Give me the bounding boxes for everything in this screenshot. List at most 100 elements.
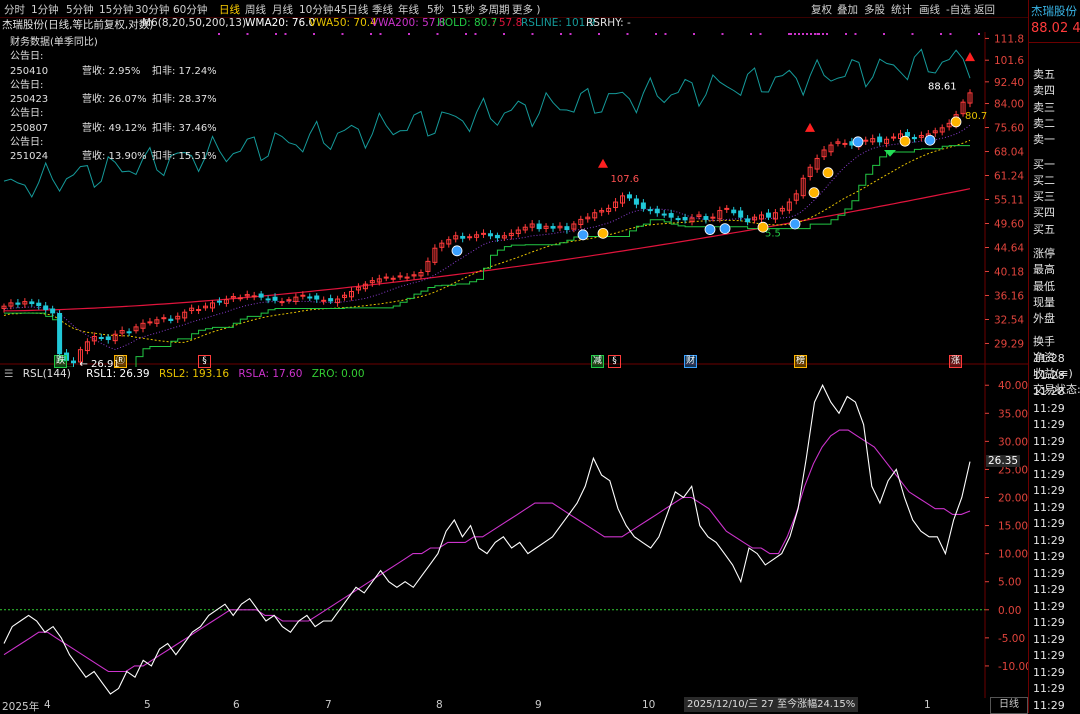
candle-body <box>300 294 306 297</box>
candle-body <box>230 295 236 299</box>
revenue-growth: 营收: 49.12% <box>82 122 147 134</box>
event-marker[interactable]: 财 <box>684 355 697 368</box>
signal-circle-icon <box>597 227 609 239</box>
candle-body <box>161 317 167 320</box>
period-3[interactable]: 15分钟 <box>99 4 134 16</box>
stock-name[interactable]: 杰瑞股份 <box>1031 4 1077 18</box>
candle-body <box>390 277 396 280</box>
period-0[interactable]: 分时 <box>4 4 25 16</box>
trade-time: 11:29 <box>1033 566 1065 580</box>
x-tick-label: 1 <box>924 699 931 711</box>
candle-body <box>460 235 466 239</box>
signal-circle-icon <box>577 229 589 241</box>
event-marker[interactable]: Ⓡ <box>114 355 127 368</box>
period-button[interactable]: 日线 <box>990 697 1028 714</box>
period-14[interactable]: 15秒 <box>451 4 475 16</box>
candle-body <box>418 271 424 277</box>
signal-dot <box>940 33 942 35</box>
event-marker[interactable]: § <box>608 355 621 368</box>
trade-time: 11:29 <box>1033 632 1065 646</box>
candle-body <box>223 299 229 304</box>
period-15[interactable]: 多周期 <box>478 4 510 16</box>
candle-body <box>807 166 813 177</box>
period-6[interactable]: 日线 <box>219 4 240 16</box>
period-10[interactable]: 45日线 <box>334 4 369 16</box>
sell-signal-icon <box>805 122 815 132</box>
signal-dot <box>664 33 667 35</box>
signal-dot <box>246 33 249 35</box>
event-marker[interactable]: § <box>198 355 211 368</box>
period-9[interactable]: 10分钟 <box>299 4 334 16</box>
signal-dot <box>531 33 534 35</box>
signal-circle-icon <box>822 167 834 179</box>
toolbar-button-5[interactable]: -自选 <box>946 4 971 16</box>
announce-date: 公告日: 250807 <box>10 108 49 134</box>
rsrhy-value: RSRHY: - <box>586 17 631 29</box>
period-11[interactable]: 季线 <box>372 4 393 16</box>
candle-body <box>939 127 945 133</box>
rsl-y-tick-label: 15.00 <box>998 521 1028 533</box>
quote-label: 现量 <box>1033 295 1055 309</box>
rsl-y-tick-label: -10.00 <box>998 661 1028 673</box>
period-2[interactable]: 5分钟 <box>66 4 94 16</box>
x-tick-label: 6 <box>233 699 240 711</box>
vwa50-value: VWA50: 70.4 <box>309 17 377 29</box>
period-4[interactable]: 30分钟 <box>135 4 170 16</box>
candle-body <box>126 331 132 334</box>
toolbar-button-3[interactable]: 统计 <box>891 4 912 16</box>
trade-time: 11:29 <box>1033 698 1065 712</box>
candle-body <box>91 335 97 342</box>
signal-dot <box>818 33 820 35</box>
event-marker[interactable]: 榜 <box>794 355 807 368</box>
candle-body <box>904 132 910 137</box>
signal-dot <box>822 33 824 35</box>
signal-dot <box>750 33 752 35</box>
candle-body <box>557 225 563 229</box>
candle-body <box>738 210 744 218</box>
candle-body <box>918 134 924 138</box>
candle-body <box>112 333 118 342</box>
candle-body <box>870 138 876 143</box>
signal-dot <box>798 33 800 35</box>
trade-time: 11:29 <box>1033 616 1065 629</box>
toolbar-button-4[interactable]: 画线 <box>919 4 940 16</box>
signal-dot <box>218 33 220 35</box>
period-12[interactable]: 年线 <box>398 4 419 16</box>
candle-body <box>786 201 792 211</box>
event-marker[interactable]: 涨 <box>949 355 962 368</box>
toolbar-button-0[interactable]: 复权 <box>811 4 832 16</box>
period-16[interactable]: 更多 ) <box>512 4 541 16</box>
candle-body <box>328 298 334 302</box>
vwa200-series <box>4 188 971 312</box>
event-marker[interactable]: 减 <box>591 355 604 368</box>
hold-value: HOLD: 80.7 <box>437 17 498 29</box>
toolbar-button-1[interactable]: 叠加 <box>837 4 858 16</box>
price-chart[interactable]: 111.8 101.6 92.40 84.00 75.60 68.04 61.24 55.11… <box>0 32 1028 367</box>
range-gain-label: 2025/12/10/三 27 至今涨幅24.15% <box>684 697 859 712</box>
period-1[interactable]: 1分钟 <box>31 4 59 16</box>
candle-body <box>147 321 153 324</box>
signal-dot <box>794 33 796 35</box>
candle-body <box>119 330 125 334</box>
toolbar-button-6[interactable]: 返回 <box>974 4 995 16</box>
rsl-y-tick-label: 20.00 <box>998 493 1028 505</box>
candle-body <box>77 349 83 363</box>
candle-body <box>404 276 410 279</box>
toolbar-button-2[interactable]: 多股 <box>864 4 885 16</box>
candle-body <box>842 142 848 145</box>
x-tick-label: 2025年 <box>2 701 40 713</box>
y-tick-label: 55.11 <box>994 195 1024 207</box>
period-13[interactable]: 5秒 <box>427 4 445 16</box>
period-5[interactable]: 60分钟 <box>173 4 208 16</box>
candle-body <box>84 341 90 352</box>
period-7[interactable]: 周线 <box>245 4 266 16</box>
rsl-chart[interactable]: 40.00 35.00 30.00 25.00 20.00 15.00 10.00 5.00 0… <box>0 364 1028 698</box>
trade-time: 11:29 <box>1033 401 1065 415</box>
event-marker[interactable]: 跌 <box>54 355 67 368</box>
candle-body <box>550 226 556 229</box>
period-8[interactable]: 月线 <box>272 4 293 16</box>
rsl1-series <box>3 383 971 695</box>
signal-dot <box>379 33 382 35</box>
candle-body <box>821 149 827 158</box>
candle-body <box>932 130 938 134</box>
